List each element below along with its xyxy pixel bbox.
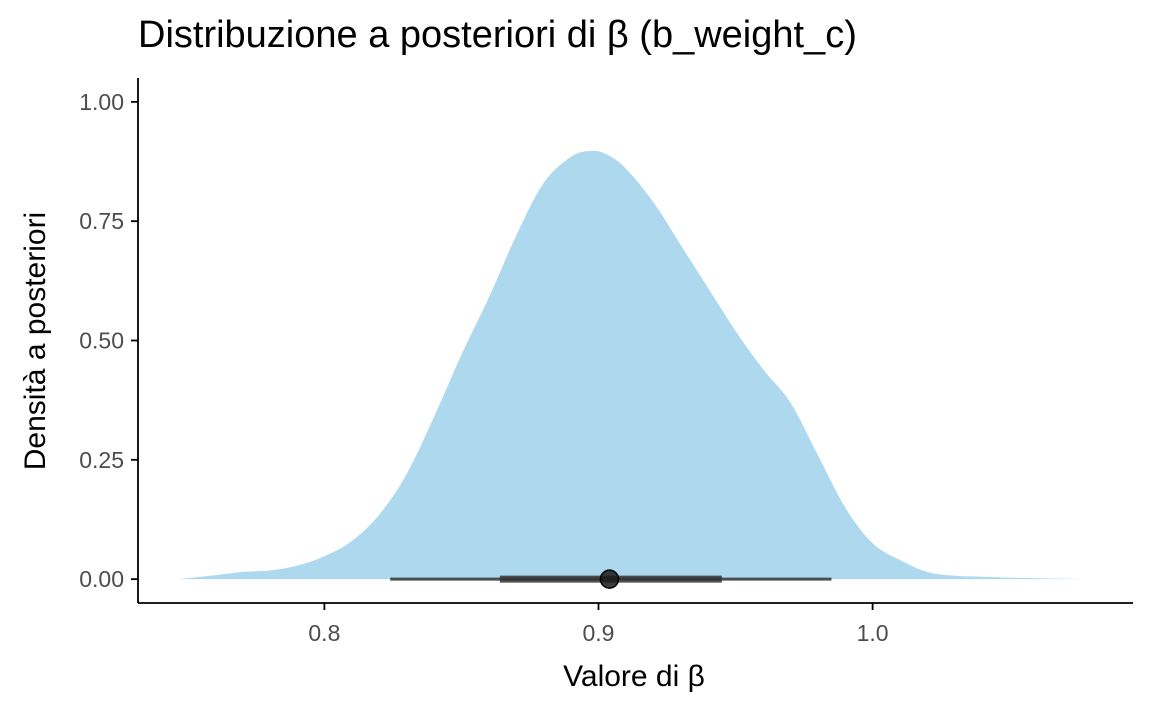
y-tick-label: 0.50 <box>79 328 124 354</box>
y-axis-ticks: 0.00 0.25 0.50 0.75 1.00 <box>79 89 138 592</box>
x-tick-label: 0.9 <box>583 620 615 646</box>
chart-title: Distribuzione a posteriori di β (b_weigh… <box>138 14 857 56</box>
y-tick-label: 0.75 <box>79 208 124 234</box>
x-tick-label: 0.8 <box>308 620 340 646</box>
point-estimate-marker <box>599 569 620 589</box>
plot-area <box>179 150 1087 589</box>
x-axis-ticks: 0.8 0.9 1.0 <box>308 603 889 646</box>
y-tick-label: 0.00 <box>79 566 124 592</box>
y-tick-label: 0.25 <box>79 447 124 473</box>
y-tick-label: 1.00 <box>79 89 124 115</box>
y-axis-title: Densità a posteriori <box>19 212 52 470</box>
x-axis-title: Valore di β <box>563 660 705 693</box>
x-tick-label: 1.0 <box>857 620 889 646</box>
posterior-density-area <box>179 150 1087 580</box>
